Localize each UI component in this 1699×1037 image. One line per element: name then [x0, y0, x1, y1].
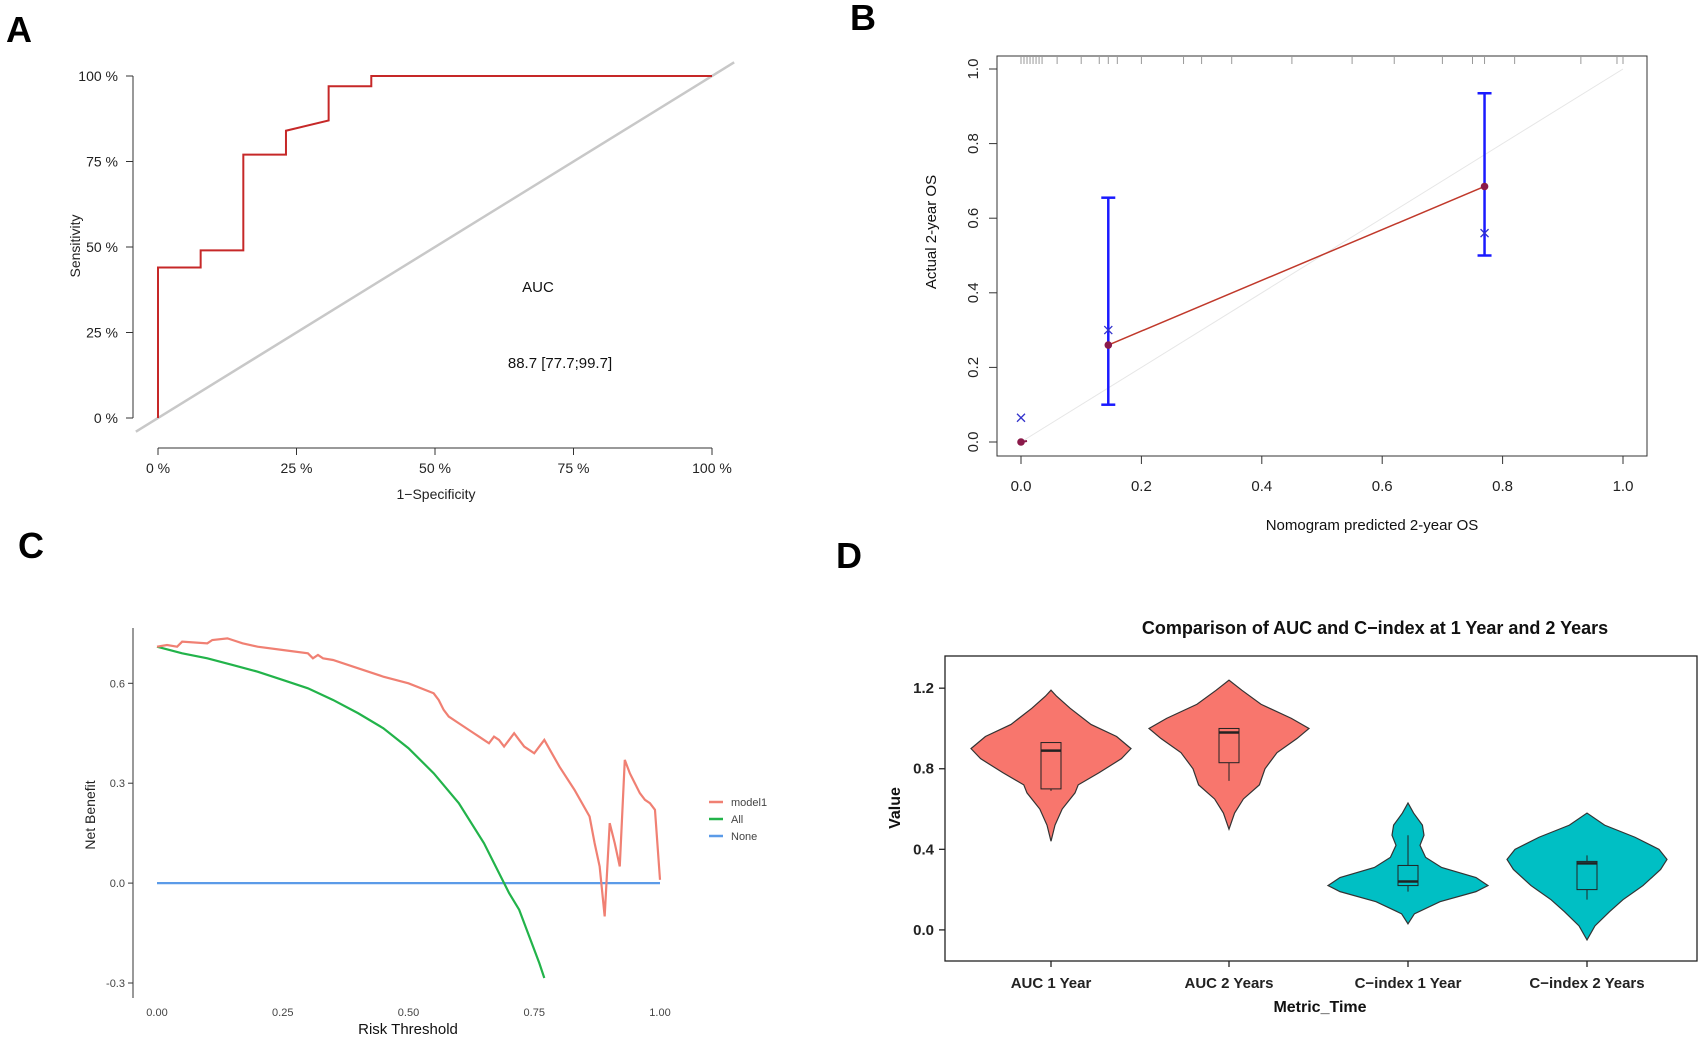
c-x-tick-label: 0.25 — [272, 1007, 293, 1019]
d-y-label: Value — [887, 787, 904, 829]
c-y-label: Net Benefit — [82, 780, 98, 849]
a-roc-curve — [157, 75, 712, 418]
b-calibration-point — [1104, 341, 1113, 349]
b-x-tick-label: 0.0 — [1011, 478, 1032, 495]
a-y-tick-label: 25 % — [86, 325, 118, 341]
d-violin — [1147, 679, 1311, 832]
d-box — [1218, 727, 1240, 764]
b-x-tick-label: 0.8 — [1492, 478, 1513, 495]
a-reference-diagonal — [135, 61, 735, 433]
d-plot-frame — [944, 655, 1698, 962]
a-y-tick-label: 75 % — [86, 154, 118, 170]
b-y-label: Actual 2-year OS — [923, 175, 940, 289]
a-x-tick-label: 0 % — [146, 460, 170, 476]
a-x-tick-label: 25 % — [281, 460, 313, 476]
a-y-tick-label: 100 % — [78, 68, 118, 84]
d-violin — [970, 689, 1132, 842]
d-x-tick-label: AUC 1 Year — [1011, 975, 1092, 992]
panel-c-decision-curve: -0.3 0.0 0.3 0.6 0.00 0.25 0.50 0.75 1.00 model… — [82, 628, 767, 1037]
a-x-tick-label: 75 % — [558, 460, 590, 476]
b-y-tick-label: 0.6 — [965, 208, 982, 229]
b-x-tick-label: 1.0 — [1613, 478, 1634, 495]
c-x-tick-label: 0.75 — [524, 1007, 545, 1019]
c-x-tick-label: 1.00 — [649, 1007, 670, 1019]
panel-letter-d: D — [836, 535, 862, 576]
b-km-estimate-cross — [1016, 413, 1026, 423]
a-auc-label: AUC — [522, 279, 554, 296]
b-y-tick-label: 0.8 — [965, 133, 982, 154]
d-y-tick-label: 1.2 — [913, 680, 934, 697]
c-series-line-model1 — [156, 637, 662, 917]
a-auc-value: 88.7 [77.7;99.7] — [508, 355, 612, 372]
c-x-tick-label: 0.00 — [146, 1007, 167, 1019]
c-y-tick-label: 0.3 — [110, 778, 125, 790]
d-box — [1576, 860, 1598, 891]
b-km-estimate-cross — [1480, 228, 1489, 238]
d-violin — [1506, 812, 1668, 942]
panel-b-calibration-chart: 0.0 0.2 0.4 0.6 0.8 1.0 0.0 0.2 0.4 0.6 0.8 1.0 No… — [923, 55, 1648, 534]
d-x-tick-label: C−index 1 Year — [1355, 975, 1462, 992]
d-box — [1040, 742, 1062, 790]
b-y-tick-label: 0.4 — [965, 282, 982, 303]
d-x-label: Metric_Time — [1273, 999, 1366, 1016]
b-x-tick-label: 0.2 — [1131, 478, 1152, 495]
b-rug-marks — [1020, 57, 1624, 64]
b-y-tick-label: 1.0 — [965, 59, 982, 80]
c-legend-label: model1 — [731, 797, 767, 809]
d-y-tick-label: 0.8 — [913, 761, 934, 778]
c-y-tick-label: 0.0 — [110, 878, 125, 890]
b-calibration-line — [1107, 185, 1485, 346]
panel-letter-a: A — [6, 9, 32, 50]
b-y-tick-label: 0.0 — [965, 432, 982, 453]
b-y-tick-label: 0.2 — [965, 357, 982, 378]
panel-d-violin-chart: Comparison of AUC and C−index at 1 Year … — [887, 618, 1698, 1016]
b-x-label: Nomogram predicted 2-year OS — [1266, 517, 1479, 534]
a-x-tick-label: 100 % — [692, 460, 732, 476]
b-calibration-point — [1017, 438, 1025, 446]
b-km-estimate-cross — [1103, 325, 1113, 335]
panel-letter-c: C — [18, 525, 44, 566]
panel-letter-b: B — [850, 0, 876, 38]
c-legend-label: All — [731, 814, 743, 826]
panel-a-roc-chart: 0 % 25 % 50 % 75 % 100 % 0 % 25 % 50 % 75 % 100 … — [67, 61, 735, 502]
a-y-label: Sensitivity — [67, 214, 83, 277]
c-x-label: Risk Threshold — [358, 1021, 458, 1037]
d-y-tick-label: 0.0 — [913, 922, 934, 939]
c-y-tick-label: -0.3 — [106, 978, 125, 990]
a-y-tick-label: 0 % — [94, 410, 118, 426]
b-calibration-point — [1480, 182, 1489, 191]
b-x-tick-label: 0.6 — [1372, 478, 1393, 495]
a-y-tick-label: 50 % — [86, 239, 118, 255]
d-x-tick-label: AUC 2 Years — [1185, 975, 1274, 992]
d-title: Comparison of AUC and C−index at 1 Year … — [1142, 618, 1608, 638]
c-series-line-all — [156, 645, 546, 979]
d-x-tick-label: C−index 2 Years — [1529, 975, 1644, 992]
c-legend-label: None — [731, 831, 757, 843]
a-x-label: 1−Specificity — [397, 486, 476, 502]
d-y-tick-label: 0.4 — [913, 841, 935, 858]
b-x-tick-label: 0.4 — [1251, 478, 1272, 495]
c-x-tick-label: 0.50 — [398, 1007, 419, 1019]
c-y-tick-label: 0.6 — [110, 678, 125, 690]
d-box — [1397, 864, 1419, 887]
a-x-tick-label: 50 % — [419, 460, 451, 476]
c-legend: model1 All None — [709, 797, 767, 843]
